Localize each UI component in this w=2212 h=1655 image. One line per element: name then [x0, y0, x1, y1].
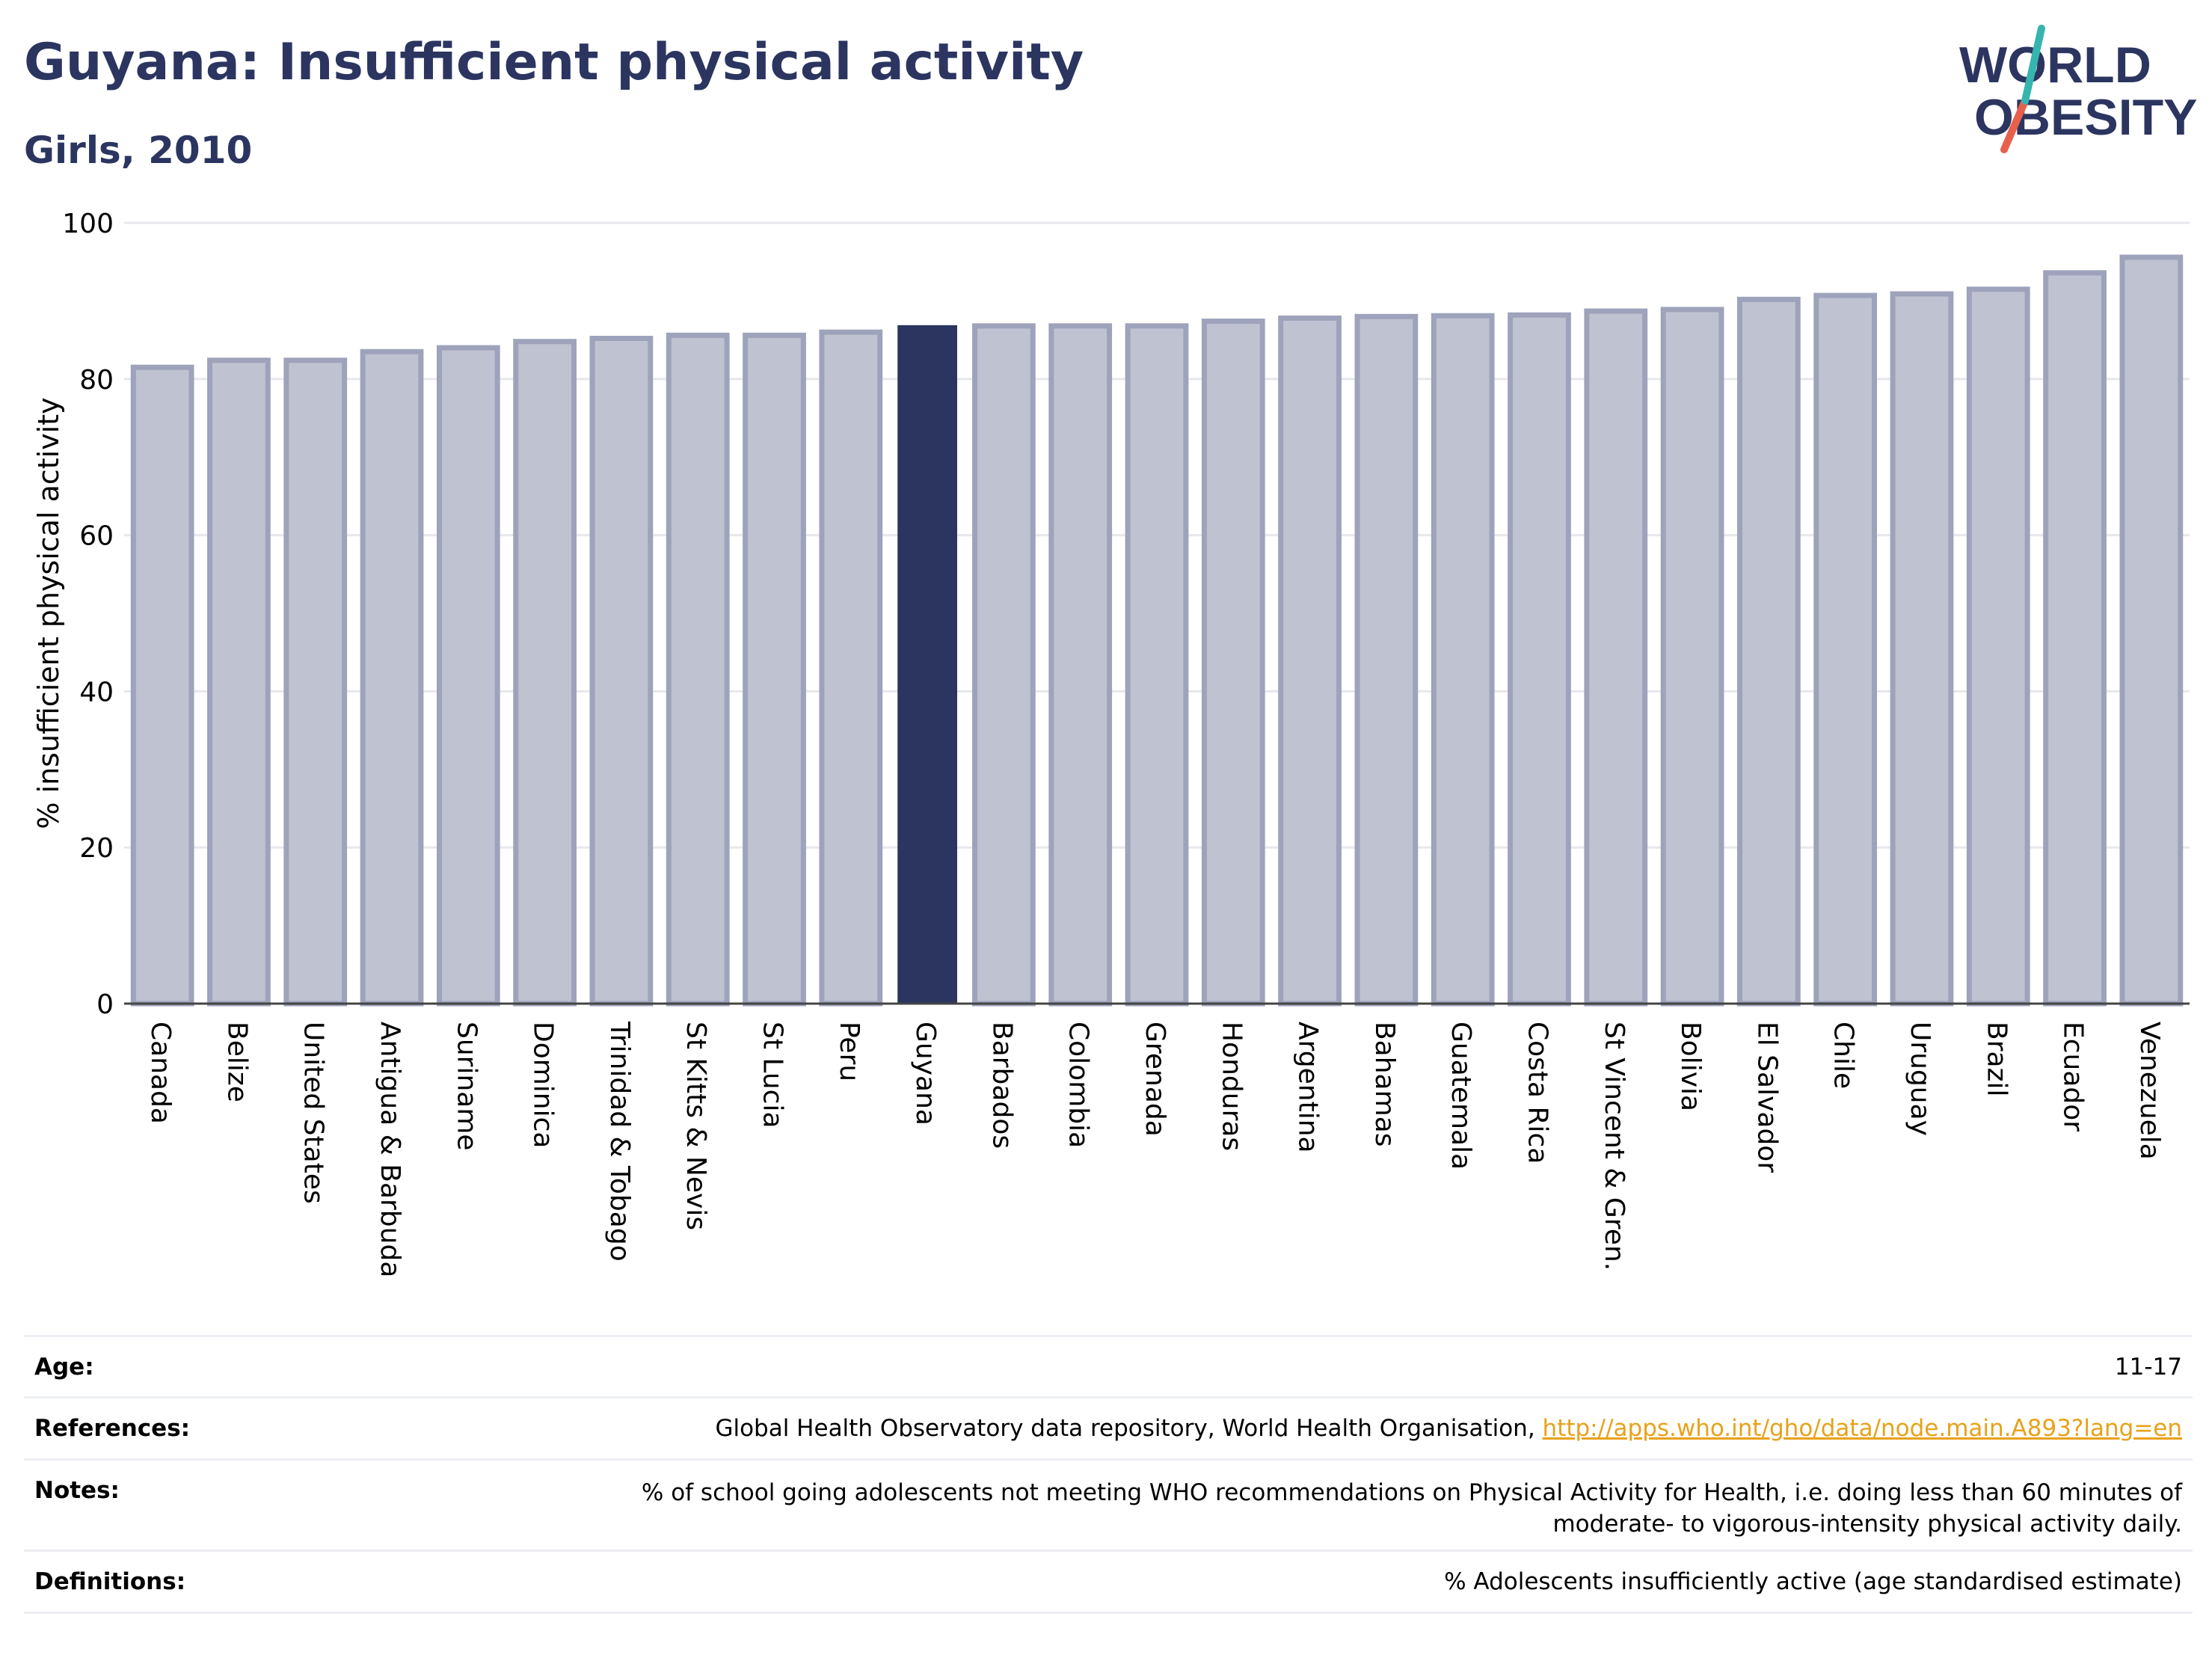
- bar-belize[interactable]: [207, 357, 271, 1007]
- x-tick-label: Argentina: [1293, 1022, 1324, 1153]
- bar-canada[interactable]: [130, 364, 194, 1007]
- world-obesity-logo: WORLD OBESITY: [1959, 25, 2198, 153]
- age-value: 11-17: [2114, 1353, 2182, 1381]
- notes-label: Notes:: [34, 1477, 120, 1504]
- x-tick-label: Bolivia: [1675, 1022, 1706, 1111]
- references-link[interactable]: http://apps.who.int/gho/data/node.main.A…: [1542, 1415, 2182, 1442]
- bar-colombia[interactable]: [1048, 323, 1113, 1007]
- age-row: Age: 11-17: [24, 1337, 2193, 1398]
- bar-venezuela[interactable]: [2119, 254, 2184, 1007]
- metadata-table: Age: 11-17 References: Global Health Obs…: [24, 1335, 2193, 1614]
- x-tick-label: Bahamas: [1369, 1022, 1400, 1147]
- notes-value: % of school going adolescents not meetin…: [642, 1477, 2182, 1540]
- bar-ecuador[interactable]: [2043, 270, 2107, 1007]
- x-tick-label: Venezuela: [2134, 1022, 2165, 1160]
- age-label: Age:: [34, 1353, 94, 1381]
- bar-brazil[interactable]: [1966, 286, 2030, 1007]
- y-tick-label: 60: [79, 521, 114, 552]
- bar-bolivia[interactable]: [1660, 307, 1724, 1007]
- x-tick-label: Dominica: [528, 1022, 559, 1149]
- bar-argentina[interactable]: [1278, 315, 1342, 1007]
- definitions-row: Definitions: % Adolescents insufficientl…: [24, 1552, 2193, 1614]
- notes-row: Notes: % of school going adolescents not…: [24, 1461, 2193, 1552]
- chart-title: Guyana: Insufficient physical activity: [24, 33, 1084, 92]
- bar-peru[interactable]: [819, 329, 883, 1007]
- x-tick-label: El Salvador: [1751, 1022, 1782, 1173]
- references-row: References: Global Health Observatory da…: [24, 1398, 2193, 1461]
- bar-dominica[interactable]: [513, 339, 577, 1007]
- definitions-value: % Adolescents insufficiently active (age…: [1444, 1568, 2182, 1595]
- x-tick-label: Canada: [145, 1022, 176, 1124]
- x-tick-label: Costa Rica: [1522, 1022, 1552, 1164]
- notes-line-1: % of school going adolescents not meetin…: [641, 1479, 2182, 1506]
- bar-st-vincent-gren-[interactable]: [1584, 308, 1648, 1007]
- bars: [130, 254, 2184, 1007]
- x-tick-label: Ecuador: [2058, 1022, 2089, 1132]
- x-tick-label: Peru: [834, 1022, 864, 1081]
- x-tick-label: St Kitts & Nevis: [681, 1022, 711, 1230]
- x-tick-label: Guatemala: [1446, 1022, 1476, 1170]
- x-tick-label: Suriname: [451, 1022, 482, 1151]
- bar-uruguay[interactable]: [1890, 291, 1954, 1007]
- x-tick-label: Antigua & Barbuda: [375, 1022, 405, 1277]
- bar-guyana[interactable]: [897, 325, 957, 1005]
- bar-chile[interactable]: [1813, 292, 1878, 1007]
- x-tick-label: St Vincent & Gren.: [1599, 1022, 1629, 1271]
- bar-bahamas[interactable]: [1354, 313, 1419, 1007]
- x-tick-label: Uruguay: [1905, 1022, 1935, 1136]
- y-tick-label: 100: [62, 209, 114, 239]
- notes-line-2: moderate- to vigorous-intensity physical…: [1552, 1511, 2182, 1538]
- x-tick-label: Honduras: [1216, 1022, 1247, 1151]
- bar-st-lucia[interactable]: [743, 332, 806, 1007]
- bar-guatemala[interactable]: [1431, 313, 1495, 1007]
- references-text: Global Health Observatory data repositor…: [715, 1415, 1543, 1442]
- bar-suriname[interactable]: [436, 345, 500, 1007]
- bar-honduras[interactable]: [1201, 319, 1265, 1007]
- y-tick-label: 80: [79, 365, 114, 396]
- x-tick-label: Trinidad & Tobago: [604, 1021, 635, 1262]
- x-tick-label: Guyana: [910, 1022, 941, 1126]
- x-tick-label: Barbados: [986, 1022, 1017, 1149]
- x-tick-label: Colombia: [1063, 1022, 1094, 1148]
- chart-subtitle: Girls, 2010: [24, 129, 253, 172]
- y-tick-label: 0: [96, 989, 114, 1020]
- x-tick-label: St Lucia: [758, 1022, 788, 1129]
- bar-chart: 0 20 40 60 80 100 Canada Belize United States An…: [32, 209, 2190, 1277]
- bar-costa-rica[interactable]: [1508, 312, 1571, 1007]
- x-tick-label: Chile: [1828, 1022, 1859, 1089]
- bar-antigua-barbuda[interactable]: [360, 348, 424, 1007]
- x-tick-label: United States: [298, 1022, 329, 1204]
- bar-barbados[interactable]: [972, 323, 1036, 1007]
- bar-grenada[interactable]: [1125, 323, 1189, 1007]
- y-tick-label: 20: [79, 833, 114, 864]
- y-axis-ticks: 0 20 40 60 80 100: [62, 209, 114, 1020]
- bar-trinidad-tobago[interactable]: [589, 336, 654, 1007]
- x-axis-labels: Canada Belize United States Antigua & Barbu…: [145, 1021, 2165, 1277]
- references-label: References:: [34, 1415, 191, 1442]
- definitions-label: Definitions:: [34, 1568, 186, 1595]
- x-tick-label: Belize: [221, 1022, 252, 1102]
- y-tick-label: 40: [79, 677, 114, 707]
- references-value: Global Health Observatory data repositor…: [715, 1413, 2182, 1444]
- x-tick-label: Grenada: [1140, 1022, 1170, 1137]
- svg-text:WORLD: WORLD: [1959, 37, 2151, 93]
- y-axis-label: % insufficient physical activity: [32, 397, 65, 829]
- x-tick-label: Brazil: [1981, 1022, 2012, 1096]
- bar-el-salvador[interactable]: [1736, 296, 1801, 1007]
- bar-united-states[interactable]: [283, 357, 348, 1007]
- bar-st-kitts-nevis[interactable]: [666, 332, 730, 1007]
